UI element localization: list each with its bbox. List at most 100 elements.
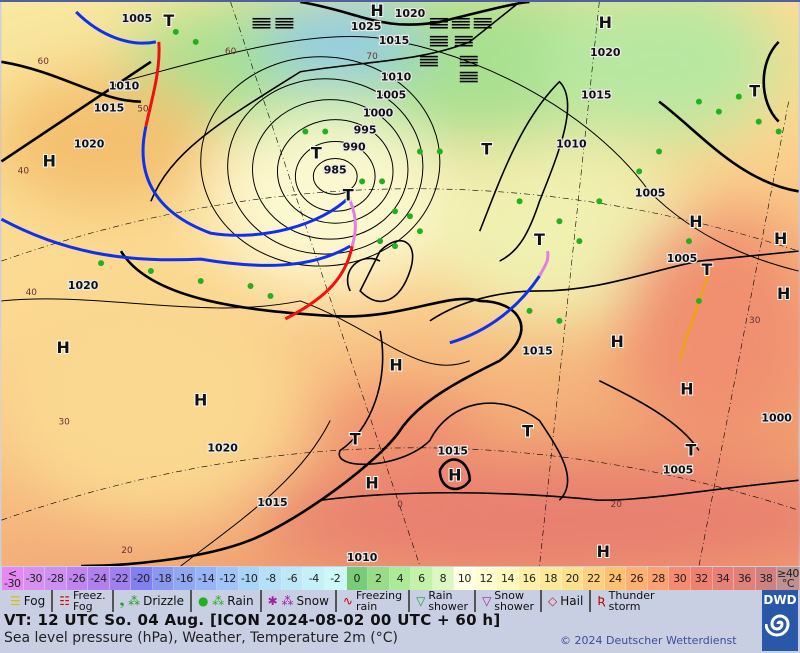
isobar-label: 1020 [395, 7, 426, 20]
fog-symbol [451, 26, 470, 29]
fog-symbol [451, 20, 470, 23]
temperature-scale-cell: < -30 [2, 567, 24, 590]
temperature-label: 20 [611, 500, 623, 510]
rain-symbol [392, 208, 399, 215]
temperature-scale-cell: 26 [626, 567, 648, 590]
high-pressure-center: H [194, 391, 207, 410]
fog-symbol [429, 44, 448, 47]
legend-item-fog: ☰ Fog [4, 590, 54, 612]
low-pressure-center: T [481, 139, 492, 158]
rain-symbol [576, 238, 583, 245]
temperature-scale-cell: -16 [174, 567, 196, 590]
thick-isobars [0, 2, 799, 566]
fog-symbol [459, 74, 478, 77]
dwd-logo-text: DWD [763, 593, 797, 607]
rain-symbol [147, 268, 154, 275]
isobar-label: 1015 [522, 345, 553, 358]
weather-map: 1005 1025 1020 1015 1010 1015 1020 1010 1005 1000… [0, 0, 800, 566]
rain-symbol [359, 178, 366, 185]
temperature-scale-cell: 4 [389, 567, 412, 590]
cold-front [75, 10, 157, 45]
temperature-scale-cell: 14 [497, 567, 519, 590]
drizzle-icon: ❟ ⁂ [119, 593, 141, 608]
temperature-color-scale: < -30 -30 -28 -26 -24 -22 -20 -18 -16 -14 -12 -10 -8… [2, 567, 800, 590]
isobar-label: 1020 [74, 137, 105, 150]
legend-item-hail: ◇ Hail [542, 590, 592, 612]
fog-symbol [473, 23, 492, 26]
rain-symbol [172, 28, 179, 35]
legend-item-freezing: ∿ Freezing rain [337, 590, 411, 612]
fog-symbol [252, 20, 271, 23]
fog-symbol [459, 61, 478, 64]
legend-label: Drizzle [143, 593, 184, 608]
hail-icon: ◇ [548, 593, 558, 608]
rain-symbol [197, 278, 204, 284]
trough-line [677, 272, 711, 362]
fog-symbol [473, 26, 492, 29]
fog-symbol [459, 58, 478, 61]
isobar-label: 1005 [667, 252, 698, 265]
spiral-icon [764, 614, 790, 637]
fog-symbol [459, 71, 478, 74]
legend-label: Rain shower [428, 589, 469, 613]
isobar-label: 1005 [635, 186, 666, 199]
temperature-scale-cell: -26 [66, 567, 89, 590]
temperature-scale-cell: 16 [518, 567, 541, 590]
temperature-scale-cell: 2 [368, 567, 390, 590]
temperature-scale-cell: 0 [346, 567, 369, 590]
legend-item-freez: ☷ Freez. Fog [53, 590, 114, 612]
fog-symbol [429, 26, 448, 29]
rain-symbol [416, 148, 423, 155]
fog-symbol [429, 23, 448, 26]
temperature-shading [0, 2, 800, 566]
isobar-label: 1010 [381, 71, 412, 84]
isobar-label: 1000 [363, 107, 394, 120]
coastlines [150, 2, 799, 502]
low-pressure-center: T [749, 82, 760, 101]
isobar-label: 1025 [351, 20, 382, 33]
temperature-label: 40 [26, 288, 38, 298]
high-pressure-center: H [365, 473, 378, 492]
rain-icon: ● ⁂ [197, 593, 225, 608]
isobar-label: 1020 [590, 46, 621, 59]
isobar-label: 1015 [94, 102, 125, 115]
temperature-label: 0 [397, 500, 403, 510]
isobar-label: 1015 [581, 89, 612, 102]
dwd-logo: DWD [762, 590, 798, 651]
temperature-scale-cell: 34 [712, 567, 735, 590]
rain-symbol [302, 128, 309, 135]
high-pressure-center: H [57, 338, 70, 357]
fog-symbol [454, 41, 473, 44]
temperature-label: 40 [18, 166, 30, 176]
isobar-label: 1015 [438, 444, 469, 457]
weather-legend: ☰ Fog ☷ Freez. Fog ❟ ⁂ Drizzle ● ⁂ Rain ✱ ⁂ Snow ∿… [4, 590, 760, 612]
high-pressure-center: H [611, 332, 624, 351]
temperature-scale-cell: -2 [324, 567, 347, 590]
high-pressure-center: H [389, 356, 402, 375]
valid-time: VT: 12 UTC So. 04 Aug. [ICON 2024-08-02 … [4, 611, 501, 629]
fog-symbol [459, 64, 478, 67]
temperature-label: 60 [225, 47, 237, 57]
low-pressure-center: T [350, 429, 361, 448]
temperature-scale-cell: -24 [88, 567, 110, 590]
temperature-scale-cell: -8 [260, 567, 282, 590]
snow-shower-icon: ▽ [482, 593, 492, 608]
temperature-label: 30 [749, 316, 761, 326]
fog-symbol [429, 17, 448, 20]
fog-symbol [252, 26, 271, 29]
fog-symbol [419, 64, 438, 67]
fog-symbol [459, 77, 478, 80]
fog-symbol [454, 38, 473, 41]
high-pressure-center: H [448, 465, 461, 484]
isobar-label: 1020 [207, 441, 238, 454]
low-pressure-center: T [534, 230, 545, 249]
fog-symbol [275, 20, 294, 23]
rain-symbol [755, 118, 762, 125]
temperature-scale-cell: -12 [217, 567, 239, 590]
temperature-scale-cell: 36 [734, 567, 756, 590]
rain-symbol [685, 238, 692, 245]
fog-symbol [473, 17, 492, 20]
rain-symbol [516, 198, 523, 205]
freezing-fog-icon: ☷ [59, 593, 70, 608]
rain-symbol [715, 108, 722, 115]
